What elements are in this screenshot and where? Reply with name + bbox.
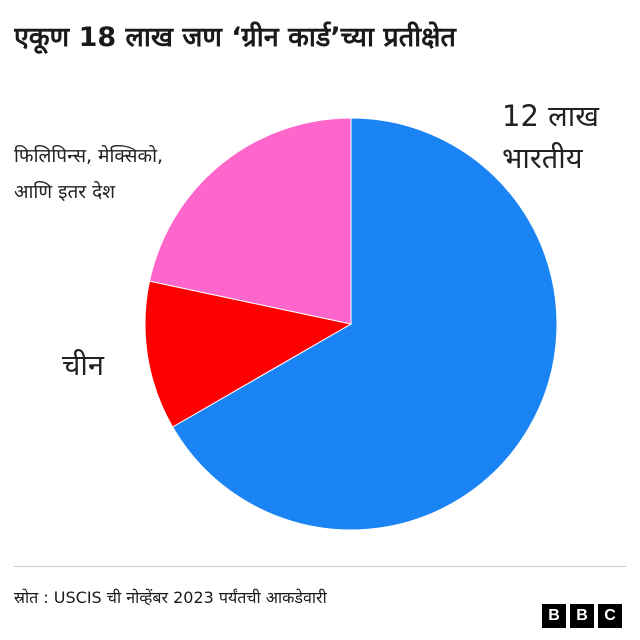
bbc-logo-block-2: B: [570, 604, 594, 628]
source-note: स्रोत : USCIS ची नोव्हेंबर 2023 पर्यंतची…: [14, 588, 327, 607]
pie-slice-others: [148, 117, 352, 325]
slice-label-india-value: 12 लाख: [502, 99, 600, 133]
slice-label-china: चीन: [62, 348, 105, 382]
slice-label-india: 12 लाख भारतीय: [502, 95, 632, 179]
pie-slice-india: [171, 117, 558, 531]
slice-label-india-name: भारतीय: [502, 141, 583, 175]
chart-title: एकूण 18 लाख जण ‘ग्रीन कार्ड’च्या प्रतीक्…: [14, 22, 456, 53]
slice-label-others-line2: आणि इतर देश: [14, 181, 116, 203]
bbc-logo: B B C: [542, 604, 622, 628]
slice-label-others: फिलिपिन्स, मेक्सिको, आणि इतर देश: [14, 138, 214, 210]
slice-label-others-line1: फिलिपिन्स, मेक्सिको,: [14, 145, 164, 167]
bbc-logo-block-3: C: [598, 604, 622, 628]
pie-slice-china: [144, 280, 353, 428]
footer-divider: [14, 566, 626, 567]
bbc-logo-block-1: B: [542, 604, 566, 628]
